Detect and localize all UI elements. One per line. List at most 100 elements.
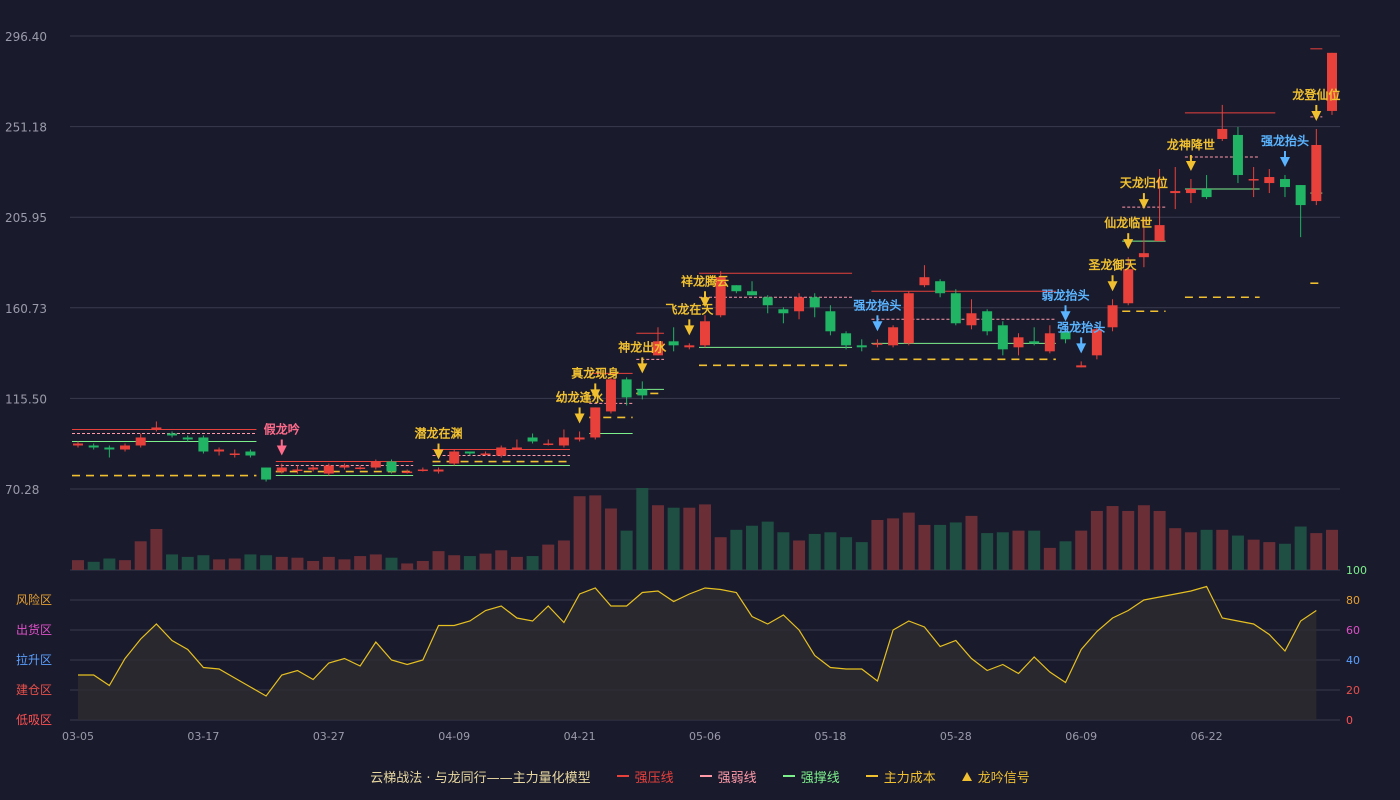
volume-bar — [573, 496, 586, 570]
volume-bar — [1043, 547, 1056, 570]
candle-body — [966, 313, 977, 326]
legend-item-support[interactable]: 强撑线 — [782, 767, 840, 786]
candle-body — [1076, 365, 1087, 368]
candle-body — [903, 293, 914, 344]
signal-arrow-icon — [700, 297, 710, 308]
signal-arrow-icon — [1185, 161, 1196, 172]
legend-weak-label: 强弱线 — [717, 770, 757, 786]
volume-bar — [260, 555, 273, 570]
oscillator-zone-label: 出货区 — [16, 622, 52, 637]
volume-bar — [244, 554, 257, 570]
signal-label: 龙神降世 — [1167, 137, 1215, 152]
price-tick-label: 115.50 — [5, 392, 47, 406]
candle-body — [1217, 128, 1228, 139]
candle-body — [1029, 341, 1040, 344]
signal-label: 强龙抬头 — [1057, 319, 1105, 334]
legend-weak-swatch — [699, 775, 712, 777]
volume-bar — [589, 495, 602, 570]
legend-item-cost[interactable]: 主力成本 — [865, 767, 936, 786]
volume-bar — [808, 533, 821, 570]
candle-body — [1013, 337, 1024, 348]
volume-bar — [416, 560, 429, 570]
signal-label: 强龙抬头 — [853, 297, 901, 312]
signal-arrow-icon — [1060, 311, 1071, 322]
signal-arrow-icon — [1311, 110, 1322, 121]
volume-bar — [510, 556, 523, 570]
signal-label: 神龙出水 — [618, 339, 667, 354]
candle-body — [1264, 177, 1275, 184]
signal-label: 潜龙在渊 — [415, 426, 463, 441]
legend-item-resistance[interactable]: 强压线 — [616, 767, 674, 786]
volume-bar — [761, 521, 774, 570]
volume-bar — [354, 556, 367, 570]
volume-bar — [1216, 529, 1229, 570]
candle-body — [1138, 253, 1149, 258]
volume-bar — [965, 515, 978, 570]
oscillator-tick-label: 0 — [1346, 714, 1353, 727]
legend-resistance-label: 强压线 — [634, 770, 674, 786]
oscillator-zone-label: 拉升区 — [16, 652, 52, 667]
oscillator-tick-label: 80 — [1346, 594, 1360, 607]
candle-body — [1327, 52, 1337, 111]
candle-body — [120, 445, 131, 450]
volume-bar — [369, 554, 382, 570]
volume-bar — [275, 556, 288, 570]
candle-body — [182, 437, 193, 440]
volume-bar — [1153, 510, 1166, 570]
candle-body — [637, 389, 648, 396]
candle-body — [1201, 189, 1212, 198]
volume-bar — [620, 530, 633, 570]
oscillator-tick-label: 100 — [1346, 564, 1367, 577]
signal-label: 弱龙抬头 — [1042, 287, 1090, 302]
volume-bar — [887, 518, 900, 570]
candle-body — [950, 293, 961, 324]
volume-bar — [119, 560, 132, 570]
volume-bar — [1137, 505, 1150, 570]
candle-body — [198, 437, 209, 452]
oscillator-zone-label: 低吸区 — [16, 713, 52, 727]
candle-body — [684, 345, 695, 348]
candle-body — [433, 469, 444, 472]
signal-arrow-icon — [1107, 281, 1118, 292]
candle-body — [841, 333, 852, 346]
volume-bar — [291, 557, 304, 570]
volume-bar — [401, 563, 414, 570]
candle-body — [1154, 225, 1165, 242]
volume-bar — [463, 556, 476, 570]
volume-bar — [542, 544, 555, 570]
candle-body — [527, 437, 538, 442]
candle-body — [731, 285, 742, 292]
x-tick-label: 03-17 — [187, 730, 219, 743]
chart-legend: 云梯战法 · 与龙同行——主力量化模型 强压线 强弱线 强撑线 主力成本 龙吟信… — [0, 764, 1400, 788]
legend-cost-swatch — [865, 775, 878, 777]
volume-bar — [150, 529, 163, 570]
candle-body — [1311, 144, 1322, 202]
candle-body — [355, 467, 366, 470]
volume-bar — [840, 537, 853, 570]
volume-bar — [448, 555, 461, 570]
candle-body — [1107, 305, 1118, 328]
legend-item-signal[interactable]: 龙吟信号 — [961, 767, 1030, 786]
volume-bar — [996, 532, 1009, 570]
oscillator-zone-label: 建仓区 — [16, 683, 52, 697]
volume-bar — [1122, 510, 1135, 570]
oscillator-tick-label: 20 — [1346, 684, 1360, 697]
candle-body — [747, 291, 758, 296]
candle-body — [652, 341, 663, 356]
volume-bar — [87, 561, 100, 570]
legend-item-weak[interactable]: 强弱线 — [699, 767, 757, 786]
candle-body — [496, 447, 507, 456]
x-tick-label: 05-06 — [689, 730, 721, 743]
candle-body — [167, 433, 178, 436]
legend-cost-label: 主力成本 — [883, 770, 936, 786]
volume-bar — [730, 529, 743, 570]
candle-body — [386, 461, 397, 472]
signal-label: 飞龙在天 — [665, 301, 714, 316]
x-tick-label: 04-09 — [438, 730, 470, 743]
volume-bar — [902, 512, 915, 570]
volume-bar — [1028, 530, 1041, 570]
candle-body — [1185, 189, 1196, 194]
volume-bar — [1326, 529, 1338, 570]
signal-arrow-icon — [1138, 199, 1149, 210]
x-tick-label: 03-27 — [313, 730, 345, 743]
